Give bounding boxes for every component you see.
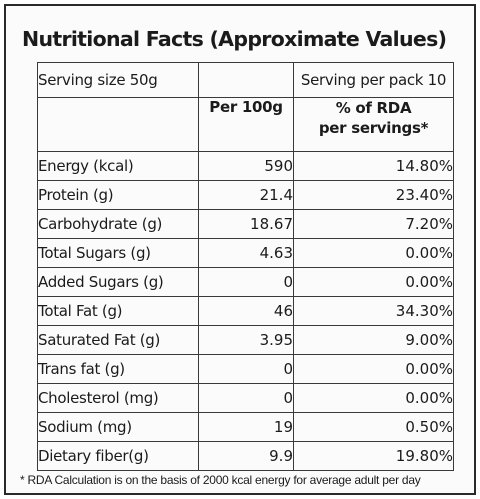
rda-value: 23.40% [293, 180, 454, 210]
table-row: Protein (g) 21.4 23.40% [37, 180, 454, 210]
per-100g-value: 18.67 [198, 209, 294, 239]
nutrient-name: Dietary fiber(g) [37, 441, 199, 471]
rda-value: 0.00% [293, 267, 454, 297]
nutrient-name: Saturated Fat (g) [37, 325, 199, 355]
nutrient-name: Energy (kcal) [37, 151, 199, 181]
nutrient-name: Total Fat (g) [37, 296, 199, 326]
table-row: Total Sugars (g) 4.63 0.00% [37, 238, 454, 268]
per-100g-value: 19 [198, 412, 294, 442]
per-100g-value: 0 [198, 354, 294, 384]
label-title: Nutritional Facts (Approximate Values) [22, 27, 447, 51]
per-100g-value: 4.63 [198, 238, 294, 268]
per-100g-value: 21.4 [198, 180, 294, 210]
rda-value: 7.20% [293, 209, 454, 239]
per-100g-value: 3.95 [198, 325, 294, 355]
table-row: Cholesterol (mg) 0 0.00% [37, 383, 454, 413]
per-100g-value: 590 [198, 151, 294, 181]
rda-value: 34.30% [293, 296, 454, 326]
per-100g-value: 0 [198, 383, 294, 413]
nutrient-name: Carbohydrate (g) [37, 209, 199, 239]
rda-value: 19.80% [293, 441, 454, 471]
rda-value: 0.00% [293, 354, 454, 384]
header-blank-cell [37, 97, 199, 152]
nutrition-label: Nutritional Facts (Approximate Values) S… [4, 4, 476, 495]
rda-value: 0.50% [293, 412, 454, 442]
serving-per-pack: Serving per pack 10 [293, 62, 454, 98]
nutrient-name: Added Sugars (g) [37, 267, 199, 297]
table-row: Saturated Fat (g) 3.95 9.00% [37, 325, 454, 355]
rda-footnote: * RDA Calculation is on the basis of 200… [20, 473, 421, 487]
table-row: Trans fat (g) 0 0.00% [37, 354, 454, 384]
serving-row-blank-cell [198, 62, 294, 98]
rda-value: 0.00% [293, 238, 454, 268]
per-100g-header: Per 100g [198, 97, 294, 152]
per-100g-value: 46 [198, 296, 294, 326]
rda-value: 0.00% [293, 383, 454, 413]
nutrient-name: Total Sugars (g) [37, 238, 199, 268]
table-row: Sodium (mg) 19 0.50% [37, 412, 454, 442]
nutrient-name: Sodium (mg) [37, 412, 199, 442]
table-row: Energy (kcal) 590 14.80% [37, 151, 454, 181]
per-100g-value: 9.9 [198, 441, 294, 471]
nutrient-name: Trans fat (g) [37, 354, 199, 384]
table-row: Carbohydrate (g) 18.67 7.20% [37, 209, 454, 239]
rda-header: % of RDA per servings* [293, 97, 454, 152]
rda-value: 14.80% [293, 151, 454, 181]
serving-size: Serving size 50g [37, 62, 199, 98]
rda-header-line1: % of RDA [335, 99, 412, 117]
nutrient-name: Protein (g) [37, 180, 199, 210]
nutrition-table: Serving size 50g Serving per pack 10 Per… [37, 62, 454, 471]
rda-header-line2: per servings* [318, 119, 429, 137]
table-row: Total Fat (g) 46 34.30% [37, 296, 454, 326]
rda-value: 9.00% [293, 325, 454, 355]
table-row: Added Sugars (g) 0 0.00% [37, 267, 454, 297]
column-header-row: Per 100g % of RDA per servings* [37, 97, 454, 152]
serving-row: Serving size 50g Serving per pack 10 [37, 62, 454, 98]
table-row: Dietary fiber(g) 9.9 19.80% [37, 441, 454, 471]
per-100g-value: 0 [198, 267, 294, 297]
nutrient-name: Cholesterol (mg) [37, 383, 199, 413]
